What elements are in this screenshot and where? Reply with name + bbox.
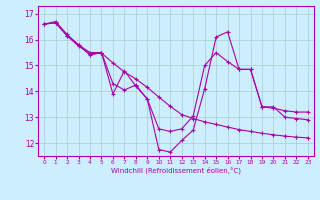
X-axis label: Windchill (Refroidissement éolien,°C): Windchill (Refroidissement éolien,°C) xyxy=(111,167,241,174)
